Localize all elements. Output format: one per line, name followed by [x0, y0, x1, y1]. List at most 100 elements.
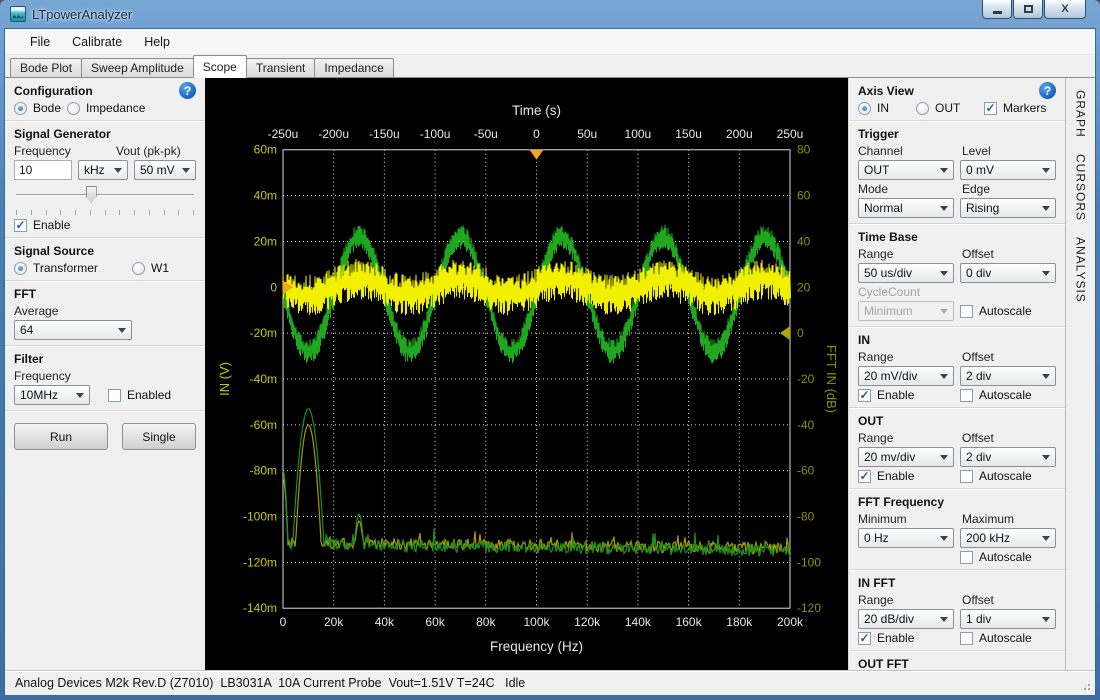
field-label-mode: Mode: [858, 182, 889, 196]
menu-item-file[interactable]: File: [30, 34, 51, 49]
checkbox-label: Autoscale: [979, 388, 1032, 402]
checkbox-enable[interactable]: ✓ Enable: [858, 388, 954, 402]
checkbox-box: [960, 631, 973, 645]
minimize-button[interactable]: [982, 0, 1012, 19]
in-axis-tick-label: -20m: [250, 326, 277, 340]
menu-item-calibrate[interactable]: Calibrate: [72, 34, 123, 49]
combo-64[interactable]: 64: [14, 320, 132, 340]
maximize-icon: [1023, 5, 1033, 13]
chevron-down-icon: [940, 616, 948, 622]
side-tab-graph[interactable]: GRAPH: [1073, 90, 1088, 138]
field-label-frequency: Frequency: [14, 144, 71, 158]
text-input-10[interactable]: 10: [14, 160, 72, 180]
tab-scope[interactable]: Scope: [192, 55, 247, 78]
section-out: OUT Range Offset 20 mv/div 2 div ✓ Enable Autos…: [849, 407, 1065, 488]
slider-thumb[interactable]: [85, 186, 97, 203]
checkbox-autoscale[interactable]: Autoscale: [960, 550, 1032, 564]
time-axis-title: Time (s): [512, 103, 561, 118]
radio-dot: [132, 261, 145, 275]
field-label-offset: Offset: [962, 593, 994, 607]
menu-item-help[interactable]: Help: [144, 34, 170, 49]
run-button[interactable]: Run: [14, 423, 108, 450]
section-filter: Filter Frequency 10MHz Enabled: [5, 345, 205, 410]
checkbox-label: Autoscale: [979, 550, 1032, 564]
maximize-button[interactable]: [1013, 0, 1043, 19]
checkbox-box: ✓: [858, 468, 871, 483]
combo-out[interactable]: OUT: [858, 160, 954, 180]
frequency-tick-label: 40k: [375, 615, 394, 629]
combo-0-div[interactable]: 0 div: [960, 263, 1056, 283]
combo-2-div[interactable]: 2 div: [960, 366, 1056, 386]
section-signal-generator: Signal Generator Frequency Vout (pk-pk) 10 k…: [5, 120, 205, 237]
tab-bode-plot[interactable]: Bode Plot: [10, 58, 83, 77]
checkbox-autoscale[interactable]: Autoscale: [960, 388, 1032, 402]
fft-offset-marker[interactable]: [780, 326, 790, 341]
radio-in[interactable]: IN: [858, 101, 910, 115]
section-fft-frequency: FFT Frequency Minimum Maximum 0 Hz 200 kHz Au…: [849, 488, 1065, 569]
in-axis-tick-label: -100m: [243, 510, 277, 524]
help-icon[interactable]: ?: [1039, 82, 1056, 99]
checkbox-autoscale[interactable]: Autoscale: [960, 469, 1032, 483]
field-label-offset: Offset: [962, 431, 994, 445]
tab-transient[interactable]: Transient: [245, 58, 316, 77]
chevron-down-icon: [940, 205, 948, 211]
radio-out[interactable]: OUT: [916, 101, 978, 115]
trigger-time-marker[interactable]: [529, 149, 544, 160]
checkbox-markers[interactable]: ✓ Markers: [984, 101, 1046, 115]
combo-20-db-div[interactable]: 20 dB/div: [858, 609, 954, 629]
checkbox-enable[interactable]: ✓ Enable: [858, 469, 954, 483]
frequency-slider[interactable]: [16, 184, 194, 216]
help-icon[interactable]: ?: [179, 82, 196, 99]
status-bar: Analog Devices M2k Rev.D (Z7010) LB3031A…: [5, 670, 1095, 695]
in-offset-marker[interactable]: [283, 280, 293, 295]
tab-impedance[interactable]: Impedance: [314, 58, 394, 77]
resize-grip[interactable]: [1079, 679, 1092, 692]
combo-2-div[interactable]: 2 div: [960, 447, 1056, 467]
combo-20-mv-div[interactable]: 20 mv/div: [858, 447, 954, 467]
checkbox-autoscale[interactable]: Autoscale: [960, 304, 1032, 318]
in-axis-tick-label: 40m: [254, 189, 277, 203]
combo-rising[interactable]: Rising: [960, 198, 1056, 218]
section-signal-source: Signal Source Transformer W1: [5, 237, 205, 280]
radio-w1[interactable]: W1: [132, 261, 169, 275]
combo-50-us-div[interactable]: 50 us/div: [858, 263, 954, 283]
checkbox-box: [108, 388, 121, 402]
section-title-in-fft: IN FFT: [858, 575, 896, 590]
fft-axis-tick-label: 0: [797, 326, 804, 340]
close-button[interactable]: X: [1044, 0, 1086, 19]
combo-1-div[interactable]: 1 div: [960, 609, 1056, 629]
radio-impedance[interactable]: Impedance: [67, 101, 145, 115]
combo-10mhz[interactable]: 10MHz: [14, 385, 90, 405]
fft-axis-tick-label: -20: [797, 372, 815, 386]
checkbox-autoscale[interactable]: Autoscale: [960, 631, 1032, 645]
radio-transformer[interactable]: Transformer: [14, 261, 126, 275]
checkbox-enabled[interactable]: Enabled: [108, 388, 171, 402]
chevron-down-icon: [940, 454, 948, 460]
section-title-axis-view: Axis View: [858, 83, 914, 98]
time-tick-label: -100u: [420, 127, 451, 141]
combo-normal[interactable]: Normal: [858, 198, 954, 218]
section-time-base: Time Base Range Offset 50 us/div 0 div CycleC…: [849, 223, 1065, 326]
checkbox-box: [960, 469, 973, 483]
combo-0-hz[interactable]: 0 Hz: [858, 528, 954, 548]
combo-minimum[interactable]: Minimum: [858, 301, 954, 321]
side-tab-cursors[interactable]: CURSORS: [1073, 153, 1088, 221]
combo-khz[interactable]: kHz: [78, 160, 128, 180]
combo-50-mv[interactable]: 50 mV: [134, 160, 196, 180]
side-tab-analysis[interactable]: ANALYSIS: [1073, 236, 1088, 303]
single-button[interactable]: Single: [122, 423, 196, 450]
section-configuration: Configuration? Bode Impedance: [5, 78, 205, 120]
left-control-panel: Configuration? Bode Impedance Signal Genera…: [5, 78, 205, 670]
in-axis-tick-label: -60m: [250, 418, 277, 432]
radio-bode[interactable]: Bode: [14, 101, 61, 115]
in-axis-tick-label: -140m: [243, 601, 277, 615]
combo-20-mv-div[interactable]: 20 mV/div: [858, 366, 954, 386]
checkbox-enable[interactable]: ✓ Enable: [858, 631, 954, 645]
section-trigger: Trigger Channel Level OUT 0 mV Mode Edge Normal…: [849, 120, 1065, 223]
combo-0-mv[interactable]: 0 mV: [960, 160, 1056, 180]
checkbox-label: Enable: [877, 469, 915, 483]
in-axis-tick-label: 0: [270, 280, 277, 294]
tab-sweep-amplitude[interactable]: Sweep Amplitude: [81, 58, 194, 77]
checkbox-enable[interactable]: ✓ Enable: [14, 218, 70, 232]
combo-200-khz[interactable]: 200 kHz: [960, 528, 1056, 548]
